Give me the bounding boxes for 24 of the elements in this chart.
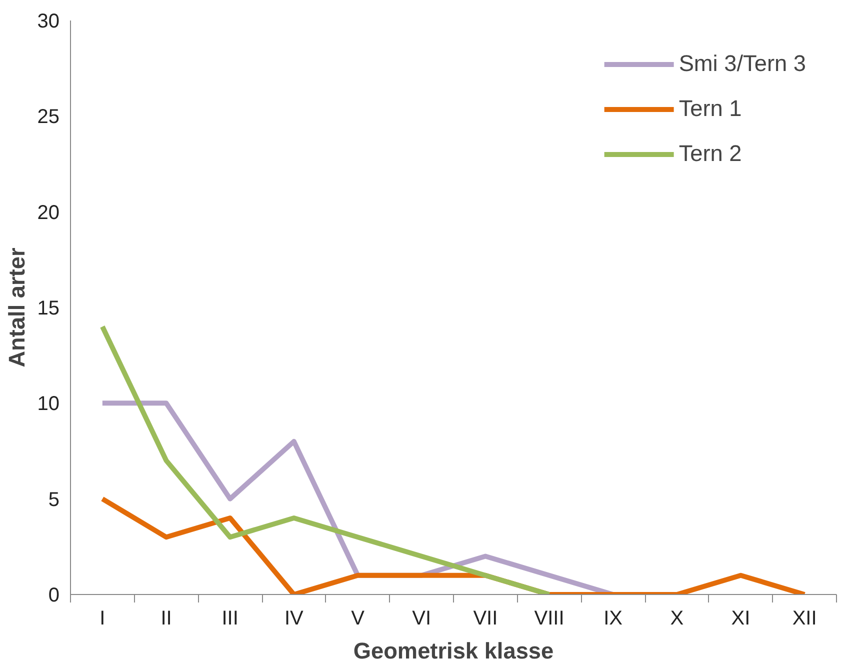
- legend-label: Smi 3/Tern 3: [678, 50, 806, 77]
- y-tick-label: 0: [48, 584, 60, 606]
- x-tick-label: VI: [412, 608, 432, 630]
- x-tick-label: I: [100, 608, 106, 630]
- x-axis-title: Geometrisk klasse: [353, 638, 554, 664]
- y-tick-label: 30: [37, 10, 60, 32]
- y-tick-label: 20: [37, 202, 60, 224]
- x-tick-label: XII: [792, 608, 817, 630]
- y-tick-label: 5: [48, 488, 60, 511]
- legend-label: Tern 2: [678, 140, 742, 167]
- y-axis-title: Antall arter: [3, 248, 30, 368]
- x-tick-label: III: [222, 608, 238, 630]
- y-tick-label: 10: [37, 393, 60, 416]
- x-tick-label: IX: [604, 608, 623, 630]
- x-tick-label: IV: [284, 608, 304, 630]
- x-tick-label: VII: [473, 608, 498, 630]
- y-tick-label: 25: [37, 106, 60, 128]
- x-tick-label: V: [351, 608, 366, 630]
- x-tick-label: XI: [731, 608, 750, 630]
- legend-label: Tern 1: [678, 95, 742, 122]
- x-tick-label: X: [670, 608, 684, 630]
- x-tick-label: II: [160, 608, 172, 630]
- x-tick-label: VIII: [534, 608, 564, 630]
- y-tick-label: 15: [37, 298, 60, 320]
